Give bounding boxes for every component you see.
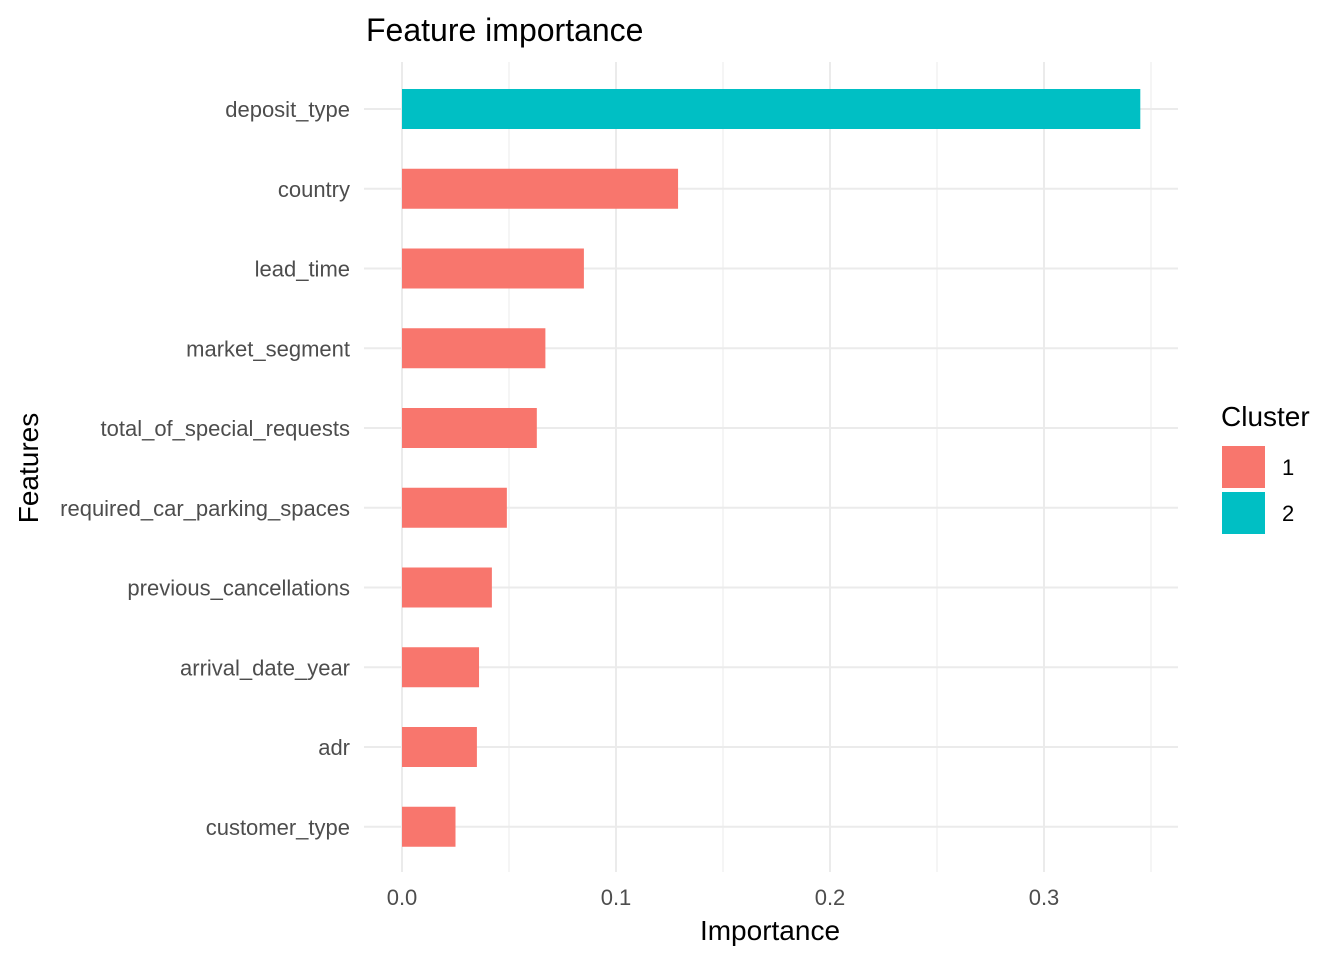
y-tick-label: previous_cancellations: [127, 576, 350, 601]
bar-total-of-special-requests: [402, 408, 537, 448]
bar-required-car-parking-spaces: [402, 487, 507, 528]
y-tick-label: customer_type: [206, 815, 350, 840]
x-axis-title: Importance: [700, 915, 840, 946]
bars-layer: [402, 89, 1141, 847]
y-tick-label: total_of_special_requests: [101, 416, 351, 441]
bar-country: [402, 168, 679, 209]
y-tick-label: arrival_date_year: [180, 655, 350, 680]
y-tick-label: adr: [318, 735, 350, 760]
legend-swatch-2: [1222, 492, 1265, 534]
legend-label-2: 2: [1282, 501, 1294, 526]
legend-title: Cluster: [1221, 401, 1310, 432]
y-tick-label: lead_time: [255, 257, 350, 282]
bar-arrival-date-year: [402, 647, 480, 688]
bar-deposit-type: [402, 89, 1141, 129]
y-axis-title: Features: [13, 413, 44, 524]
bar-adr: [402, 727, 477, 767]
legend-swatch-1: [1222, 446, 1265, 488]
x-tick-label: 0.1: [601, 885, 632, 910]
bar-lead-time: [402, 248, 584, 289]
legend-label-1: 1: [1282, 455, 1294, 480]
x-tick-label: 0.3: [1029, 885, 1060, 910]
y-tick-label: market_segment: [186, 336, 350, 361]
bar-previous-cancellations: [402, 567, 492, 608]
bar-customer-type: [402, 806, 456, 847]
x-tick-labels: 0.0 0.1 0.2 0.3: [387, 885, 1060, 910]
x-tick-label: 0.2: [815, 885, 846, 910]
legend-entries: 12: [1222, 446, 1294, 534]
bar-market-segment: [402, 328, 546, 369]
y-tick-label: required_car_parking_spaces: [60, 496, 350, 521]
y-tick-label: deposit_type: [225, 97, 350, 122]
x-tick-label: 0.0: [387, 885, 418, 910]
legend: Cluster 12: [1221, 401, 1310, 534]
chart-title: Feature importance: [366, 12, 643, 48]
y-tick-label: country: [278, 177, 350, 202]
